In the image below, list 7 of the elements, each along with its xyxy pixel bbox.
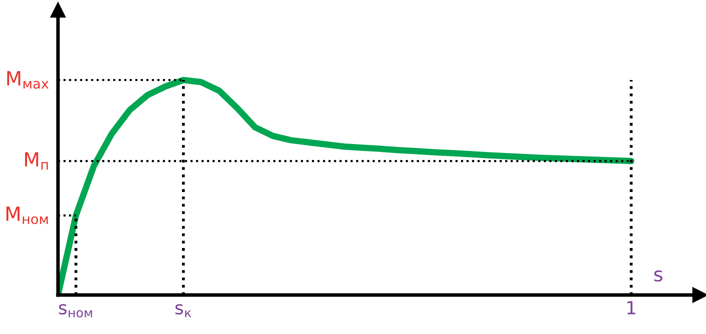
x-tick-label: s$_{к}$ <box>175 304 192 318</box>
x-tick-label: s$_{ном}$ <box>59 304 92 318</box>
annotation: M$_{ном}$ <box>6 206 48 224</box>
annotation: M$_{п}$ <box>25 152 48 170</box>
x-tick-label: 1 <box>627 301 636 314</box>
annotation: M$_{мах}$ <box>7 71 49 89</box>
x-axis-title: s <box>654 270 662 282</box>
